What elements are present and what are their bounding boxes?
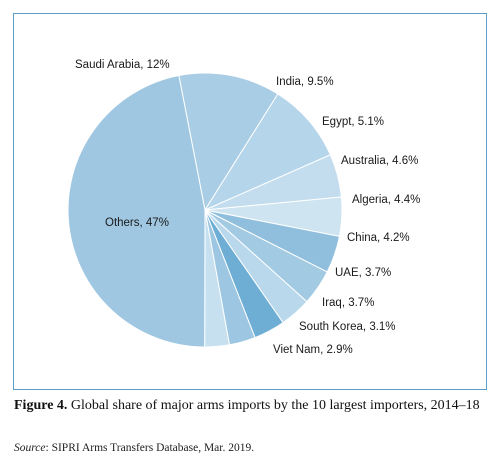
slice-label-saudi-arabia: Saudi Arabia, 12% [75,59,170,71]
source-text: : SIPRI Arms Transfers Database, Mar. 20… [45,442,255,454]
pie-slice-others [67,74,206,348]
slice-label-uae: UAE, 3.7% [335,267,391,279]
pie-slice-india [203,93,332,212]
slice-label-others: Others, 47% [105,217,169,229]
slice-label-south-korea: South Korea, 3.1% [299,321,396,333]
source-label: Source [14,442,46,454]
figure-label: Figure 4. [14,398,68,413]
slice-label-viet-nam: Viet Nam, 2.9% [273,344,353,356]
slice-label-iraq: Iraq, 3.7% [322,297,374,309]
caption-text: Global share of major arms imports by th… [67,398,480,413]
pie-slice-saudi-arabia [178,72,279,212]
figure-caption: Figure 4. Global share of major arms imp… [14,396,484,415]
slice-label-algeria: Algeria, 4.4% [352,194,420,206]
source-note: Source: SIPRI Arms Transfers Database, M… [14,442,484,454]
slice-label-india: India, 9.5% [276,76,334,88]
pie-slices [67,72,343,348]
slice-labels: Saudi Arabia, 12% India, 9.5% Egypt, 5.1% A… [75,59,420,356]
pie-chart: Saudi Arabia, 12% India, 9.5% Egypt, 5.1% A… [67,59,420,356]
slice-label-egypt: Egypt, 5.1% [322,116,384,128]
slice-label-australia: Australia, 4.6% [341,155,418,167]
slice-label-china: China, 4.2% [347,232,410,244]
